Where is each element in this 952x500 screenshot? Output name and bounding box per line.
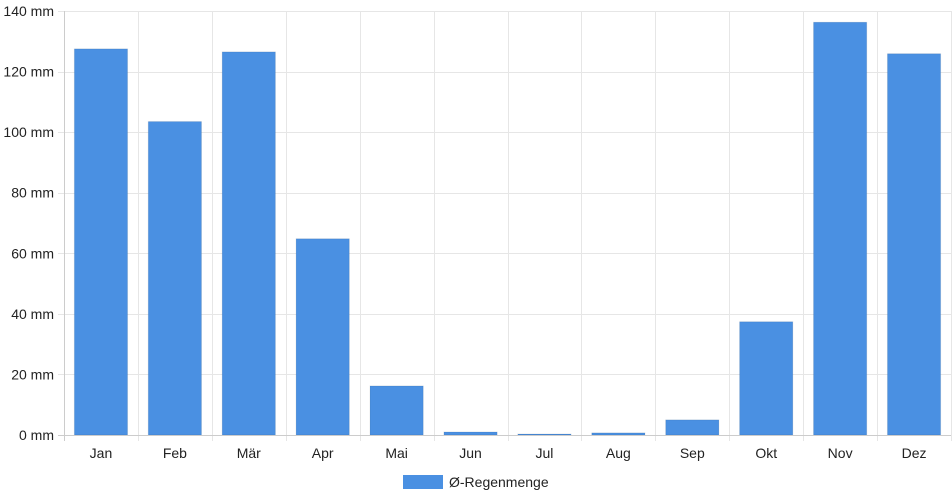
y-tick-label: 80 mm	[11, 185, 54, 201]
bar-okt[interactable]	[739, 321, 794, 436]
bar-jun[interactable]	[443, 431, 498, 436]
x-tick-label: Aug	[606, 445, 631, 461]
legend-swatch	[403, 475, 443, 489]
y-axis-ticks: 0 mm 20 mm 40 mm 60 mm 80 mm 100 mm 120 mm 140 …	[3, 3, 54, 443]
x-tick-label: Nov	[828, 445, 853, 461]
bar-sep[interactable]	[665, 419, 720, 436]
y-tick-label: 40 mm	[11, 306, 54, 322]
x-tick-label: Dez	[902, 445, 927, 461]
bar-mär[interactable]	[221, 51, 276, 436]
bar-mai[interactable]	[369, 385, 424, 436]
x-tick-label: Apr	[312, 445, 334, 461]
x-axis-ticks: Jan Feb Mär Apr Mai Jun Jul Aug Sep Okt Nov Dez	[90, 445, 927, 461]
legend-label-series: Ø-Regenmenge	[449, 474, 549, 490]
x-tick-label: Mai	[385, 445, 408, 461]
bar-jan[interactable]	[73, 48, 129, 436]
x-tick-label: Feb	[163, 445, 187, 461]
y-tick-label: 140 mm	[3, 3, 54, 19]
grid	[58, 11, 952, 441]
bar-aug[interactable]	[591, 432, 646, 436]
bar-jul[interactable]	[517, 433, 572, 436]
bar-feb[interactable]	[147, 121, 202, 436]
y-tick-label: 60 mm	[11, 245, 54, 261]
legend[interactable]: Ø-Regenmenge	[403, 474, 549, 490]
x-tick-label: Jul	[536, 445, 554, 461]
y-tick-label: 0 mm	[19, 427, 54, 443]
bar-apr[interactable]	[295, 238, 350, 436]
y-tick-label: 100 mm	[3, 124, 54, 140]
x-tick-label: Jun	[459, 445, 482, 461]
x-tick-label: Mär	[237, 445, 261, 461]
bar-nov[interactable]	[813, 21, 868, 436]
bar-dez[interactable]	[886, 53, 942, 436]
x-tick-label: Sep	[680, 445, 705, 461]
y-tick-label: 20 mm	[11, 366, 54, 382]
bars	[73, 21, 942, 436]
x-tick-label: Jan	[90, 445, 113, 461]
y-tick-label: 120 mm	[3, 64, 54, 80]
x-tick-label: Okt	[755, 445, 777, 461]
